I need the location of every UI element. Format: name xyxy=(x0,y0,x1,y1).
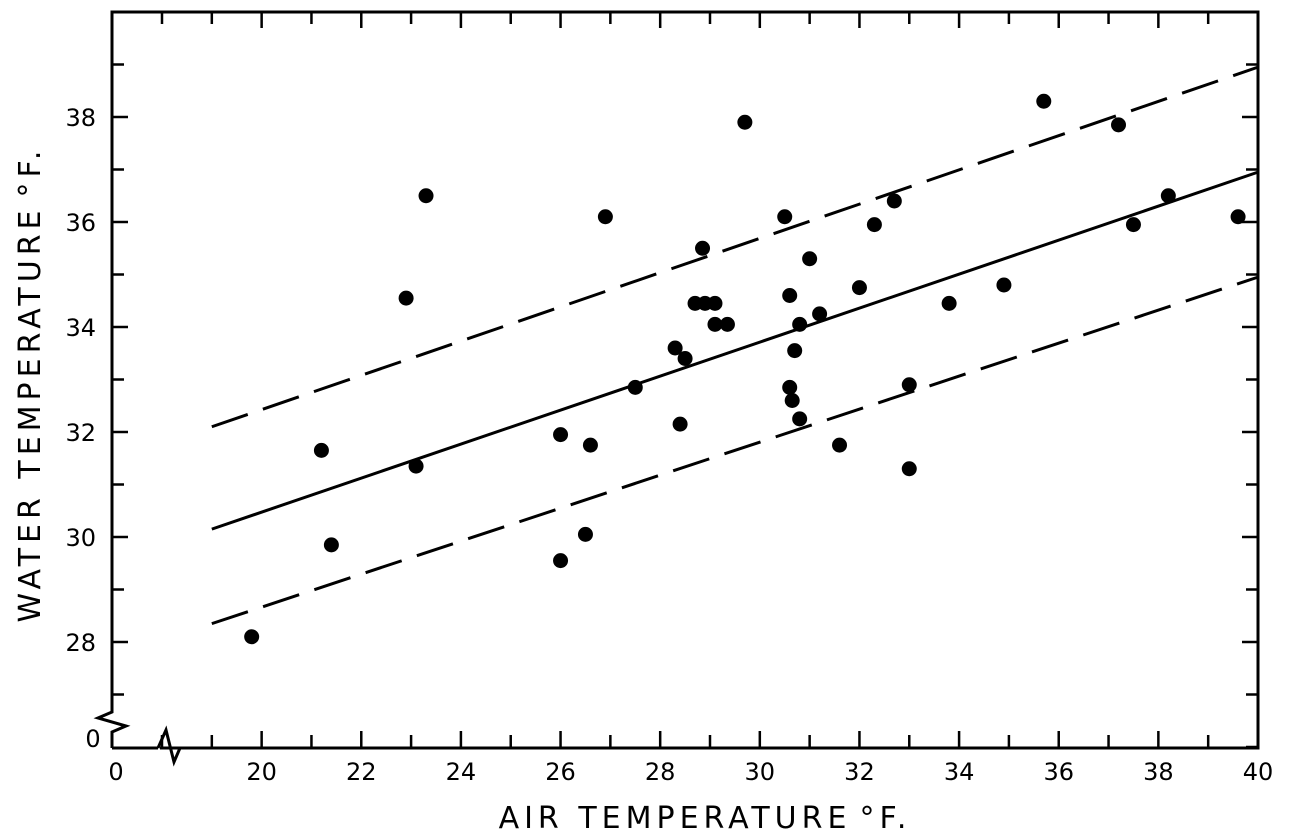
data-point xyxy=(851,280,867,296)
data-point xyxy=(886,193,902,209)
data-point xyxy=(782,288,798,303)
y-tick-label: 36 xyxy=(65,209,96,237)
data-point xyxy=(941,295,957,311)
data-point xyxy=(667,340,683,356)
data-point xyxy=(597,209,613,225)
x-tick-label: 22 xyxy=(346,758,377,786)
y-axis-title: WATER TEMPERATURE °F. xyxy=(13,146,48,623)
data-point xyxy=(1160,188,1176,204)
data-point xyxy=(901,377,917,393)
x-tick-label: 38 xyxy=(1143,758,1174,786)
x-tick-label: 40 xyxy=(1243,758,1274,786)
data-point xyxy=(832,437,848,453)
data-point xyxy=(737,114,753,130)
x-tick-label: 32 xyxy=(844,758,875,786)
y-axis-unit: °F. xyxy=(13,146,48,198)
axis-ticks xyxy=(112,10,1260,749)
x-tick-label: 24 xyxy=(446,758,477,786)
data-point xyxy=(777,209,793,225)
data-point xyxy=(553,553,569,569)
fit-lines xyxy=(211,65,1259,626)
x-tick-label: 26 xyxy=(545,758,576,786)
y-origin-label: 0 xyxy=(85,725,100,753)
data-point xyxy=(695,240,711,256)
x-tick-label: 34 xyxy=(944,758,975,786)
confidence-bound-line xyxy=(211,275,1259,626)
tick-labels: 20 22 24 26 28 30 32 34 36 38 40 28 30 32 34 36 38 xyxy=(65,104,1273,786)
data-point xyxy=(996,277,1012,293)
plot-border xyxy=(110,10,1260,750)
data-point xyxy=(792,411,808,427)
x-axis-title: AIR TEMPERATURE °F. xyxy=(499,801,912,836)
data-point xyxy=(719,316,735,332)
confidence-bound-line xyxy=(211,65,1259,429)
data-point xyxy=(707,316,723,332)
data-point xyxy=(782,379,798,395)
y-axis-title-text: WATER TEMPERATURE xyxy=(13,205,48,622)
plot-frame xyxy=(93,10,1260,767)
data-point xyxy=(787,343,803,359)
data-point xyxy=(313,442,329,458)
x-origin-label: 0 xyxy=(108,758,123,786)
data-point xyxy=(707,295,723,311)
data-point xyxy=(812,306,828,322)
data-point xyxy=(398,290,414,306)
data-point xyxy=(1036,93,1052,109)
x-tick-label: 36 xyxy=(1043,758,1074,786)
y-tick-label: 38 xyxy=(65,104,96,132)
x-axis-title-text: AIR TEMPERATURE xyxy=(499,801,852,836)
data-point xyxy=(1111,117,1127,133)
data-point xyxy=(677,351,693,366)
data-point xyxy=(418,188,434,204)
data-point xyxy=(802,251,818,267)
x-axis-unit: °F. xyxy=(859,801,911,836)
data-point xyxy=(1125,217,1141,233)
y-tick-label: 28 xyxy=(65,629,96,657)
x-tick-label: 20 xyxy=(246,758,277,786)
x-tick-label: 28 xyxy=(645,758,676,786)
data-points xyxy=(244,93,1246,645)
data-point xyxy=(323,537,339,553)
data-point xyxy=(792,316,808,332)
data-point xyxy=(672,416,688,432)
data-point xyxy=(244,629,260,645)
regression-line xyxy=(211,170,1259,531)
data-point xyxy=(901,461,917,477)
y-tick-label: 32 xyxy=(65,419,96,447)
data-point xyxy=(784,393,800,408)
data-point xyxy=(408,458,424,474)
data-point xyxy=(582,437,598,453)
data-point xyxy=(577,526,593,542)
data-point xyxy=(627,379,643,395)
data-point xyxy=(553,427,569,443)
data-point xyxy=(866,217,882,233)
y-tick-label: 30 xyxy=(65,524,96,552)
y-tick-label: 34 xyxy=(65,314,96,342)
x-tick-label: 30 xyxy=(745,758,776,786)
y-axis-break-mark xyxy=(93,708,131,748)
data-point xyxy=(1230,209,1246,225)
